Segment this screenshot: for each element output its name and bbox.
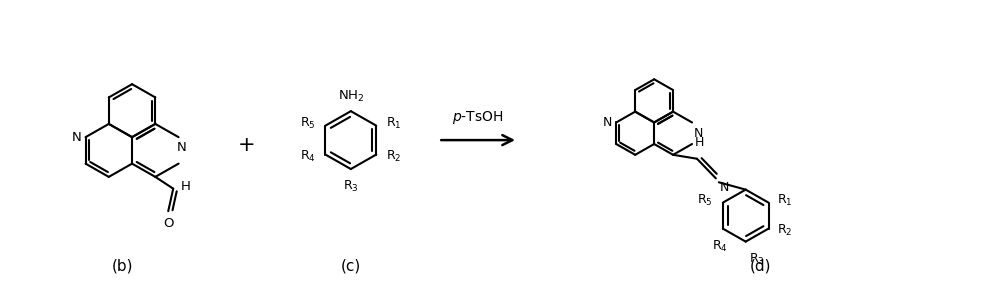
Text: R$_1$: R$_1$ [386,116,402,131]
Text: N: N [603,116,612,129]
Text: O: O [163,217,173,230]
Text: R$_3$: R$_3$ [343,179,359,194]
Text: R$_4$: R$_4$ [712,238,728,253]
Text: R$_2$: R$_2$ [386,149,402,164]
Text: (d): (d) [750,258,771,273]
Text: R$_3$: R$_3$ [749,251,764,267]
Text: N: N [694,127,703,140]
Text: R$_4$: R$_4$ [300,149,315,164]
Text: R$_5$: R$_5$ [697,193,713,208]
Text: H: H [181,180,191,193]
Text: N: N [72,131,82,144]
Text: R$_1$: R$_1$ [777,193,793,208]
Text: N: N [177,141,186,154]
Text: NH$_2$: NH$_2$ [338,89,364,104]
Text: $p$-TsOH: $p$-TsOH [452,109,504,126]
Text: (b): (b) [111,258,133,273]
Text: +: + [238,135,255,155]
Text: R$_5$: R$_5$ [300,116,315,131]
Text: (c): (c) [341,258,361,273]
Text: N: N [720,181,729,194]
Text: R$_2$: R$_2$ [777,223,793,238]
Text: H: H [694,136,704,149]
